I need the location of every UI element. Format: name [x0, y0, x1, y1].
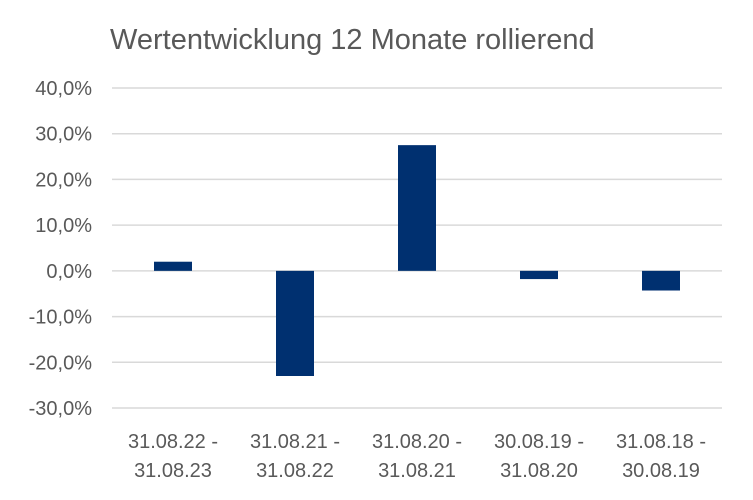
y-tick-label: 20,0%	[35, 169, 92, 191]
x-tick-label-line: 31.08.21	[378, 460, 456, 482]
x-tick-label: 31.08.22 - 31.08.23	[128, 431, 218, 482]
x-tick-label-line: 31.08.21 -	[250, 431, 340, 453]
x-tick-label-line: 31.08.23	[134, 460, 212, 482]
bar	[398, 145, 436, 271]
x-tick-label-line: 31.08.18 -	[616, 431, 706, 453]
bar	[520, 270, 558, 280]
bar	[276, 270, 314, 376]
x-tick-label-line: 31.08.22 -	[128, 431, 218, 453]
bar	[154, 261, 192, 271]
x-tick-label-line: 31.08.20 -	[372, 431, 462, 453]
y-tick-label: -30,0%	[29, 398, 93, 420]
y-tick-label: -10,0%	[29, 307, 93, 329]
x-tick-label: 31.08.20 - 31.08.21	[372, 431, 462, 482]
y-tick-label: 40,0%	[35, 78, 92, 100]
x-tick-label-line: 31.08.20	[500, 460, 578, 482]
x-tick-label-line: 30.08.19	[622, 460, 700, 482]
chart-title: Wertentwicklung 12 Monate rollierend	[110, 24, 595, 56]
y-tick-label: -20,0%	[29, 352, 93, 374]
x-tick-label-line: 30.08.19 -	[494, 431, 584, 453]
x-tick-label: 31.08.21 - 31.08.22	[250, 431, 340, 482]
y-tick-label: 0,0%	[46, 261, 92, 283]
x-tick-label-line: 31.08.22	[256, 460, 334, 482]
y-tick-label: 30,0%	[35, 124, 92, 146]
y-tick-label: 10,0%	[35, 215, 92, 237]
x-tick-label: 30.08.19 - 31.08.20	[494, 431, 584, 482]
bar	[642, 270, 680, 291]
x-tick-label: 31.08.18 - 30.08.19	[616, 431, 706, 482]
